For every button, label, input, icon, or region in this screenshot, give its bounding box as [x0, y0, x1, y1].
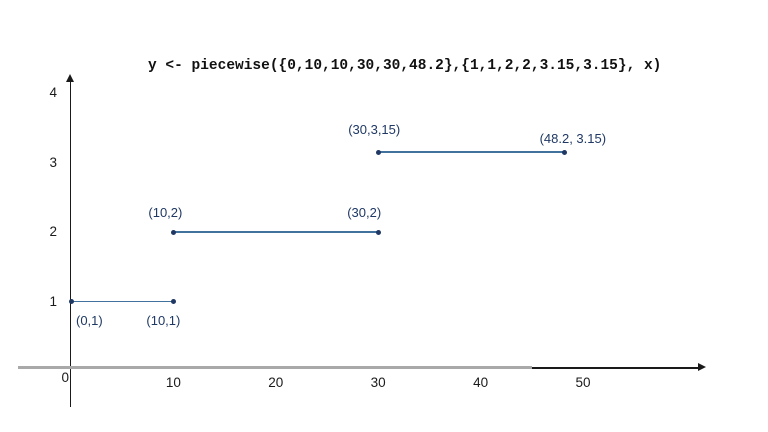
- data-point-dot: [375, 149, 381, 155]
- data-point-dot: [170, 229, 176, 235]
- data-point-label: (30,3,15): [348, 122, 401, 138]
- data-point-label: (30,2): [347, 205, 382, 220]
- x-axis-tick-label: 50: [575, 375, 591, 390]
- data-point-label: (0,1): [76, 312, 103, 328]
- y-axis-tick-label: 1: [49, 293, 57, 309]
- x-axis-tick-label: 30: [370, 375, 386, 390]
- origin-tick-label: 0: [61, 370, 69, 385]
- x-axis-arrow-icon: [698, 363, 706, 372]
- data-point-dot: [68, 299, 74, 304]
- y-axis-tick-label: 2: [49, 224, 57, 239]
- data-point-dot: [170, 299, 176, 304]
- piecewise-segment-line: [173, 231, 379, 233]
- plot-title: y <- piecewise({0,10,10,30,30,48.2},{1,1…: [148, 58, 662, 74]
- x-axis-gray-baseline: [18, 366, 532, 370]
- data-point-label: (10,2): [148, 205, 183, 220]
- y-axis-line: [70, 80, 72, 407]
- y-axis-arrow-icon: [66, 74, 75, 82]
- data-point-dot: [375, 229, 381, 235]
- data-point-label: (10,1): [146, 312, 181, 328]
- x-axis-tick-label: 10: [165, 375, 181, 390]
- y-axis-tick-label: 3: [49, 154, 57, 170]
- x-axis-tick-label: 20: [268, 375, 284, 390]
- x-axis-tick-label: 40: [473, 375, 489, 390]
- piecewise-segment-line: [71, 300, 174, 303]
- piecewise-segment-line: [378, 151, 565, 153]
- data-point-dot: [562, 149, 568, 155]
- data-point-label: (48.2, 3.15): [539, 131, 607, 147]
- y-axis-tick-label: 4: [49, 85, 57, 100]
